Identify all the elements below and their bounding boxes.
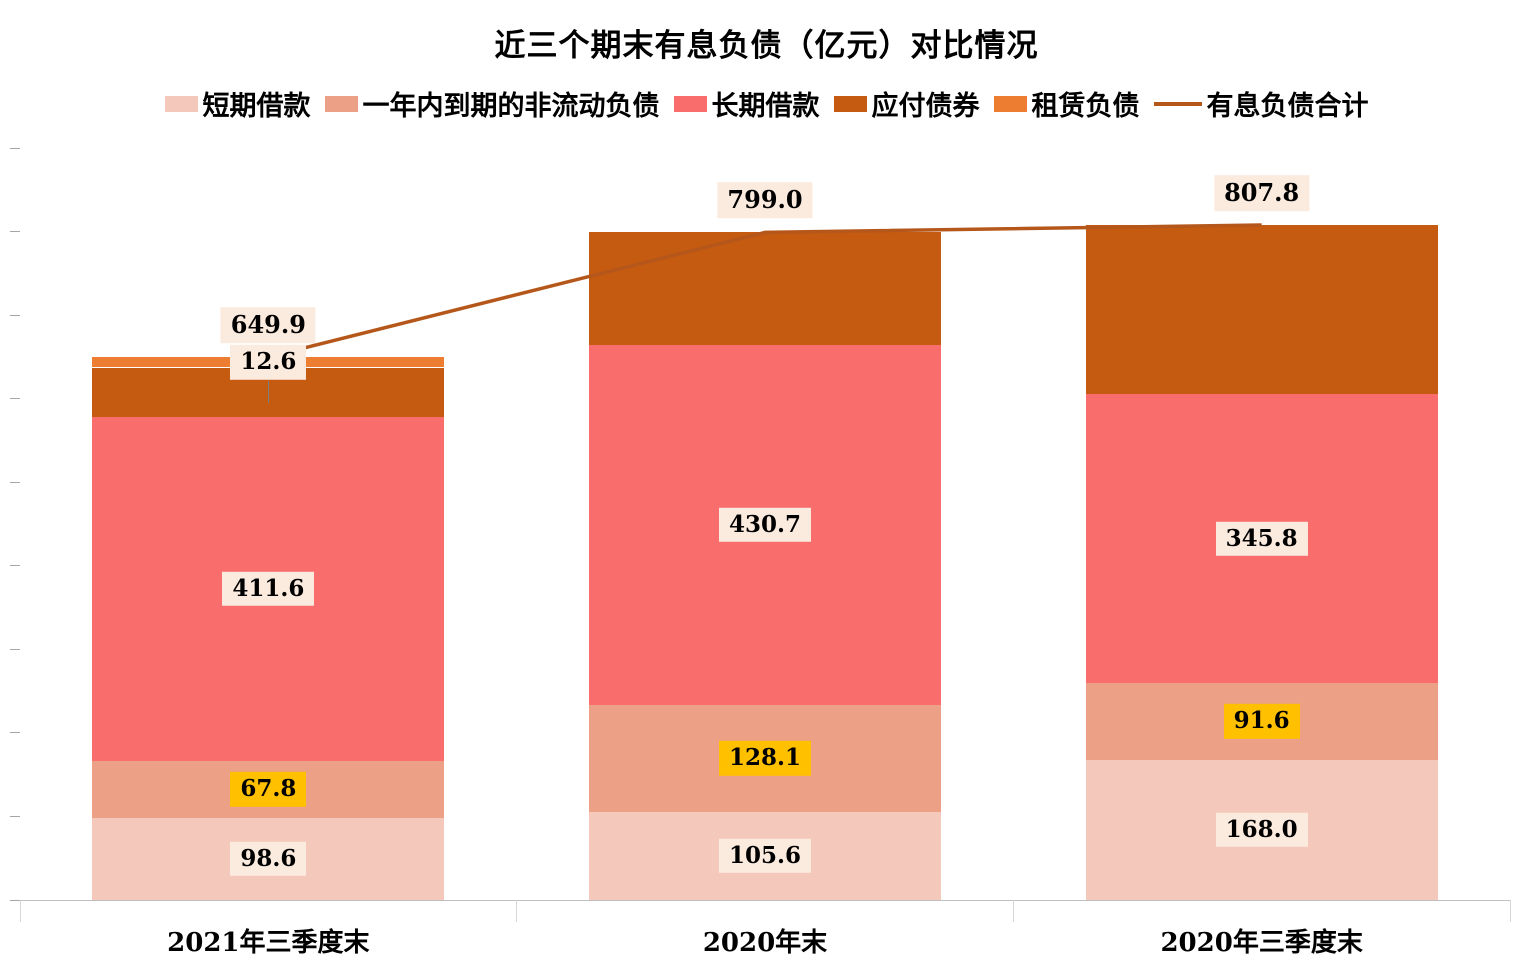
y-axis-tick [10, 398, 20, 400]
bar-segment [92, 760, 445, 818]
bar-segment [1085, 225, 1438, 395]
y-axis-tick [10, 732, 20, 734]
legend-label: 短期借款 [202, 91, 311, 122]
bar-segment [589, 811, 941, 900]
legend-item-4: 租赁负债 [993, 84, 1140, 123]
legend-item-1: 一年内到期的非流动负债 [324, 84, 660, 123]
y-axis-tick [10, 147, 20, 149]
bar-segment [92, 417, 445, 761]
legend: 短期借款 一年内到期的非流动负债 长期借款 应付债券 租赁负债 有息负债合计 [0, 84, 1533, 123]
label-leader-line [267, 380, 269, 403]
legend-swatch-icon [164, 95, 198, 112]
y-axis-tick [10, 899, 20, 901]
bar-segment [92, 356, 445, 368]
bar-segment [589, 232, 941, 345]
bar-segment [589, 344, 941, 705]
legend-label: 应付债券 [871, 91, 980, 122]
y-axis-tick [10, 314, 20, 316]
chart-title: 近三个期末有息负债（亿元）对比情况 [494, 28, 1039, 64]
legend-label: 租赁负债 [1031, 91, 1140, 122]
bar-segment [589, 704, 941, 812]
legend-swatch-icon [993, 95, 1027, 112]
y-axis-tick [10, 565, 20, 567]
bar-segment [1085, 394, 1438, 684]
x-axis-line [20, 900, 1510, 901]
x-axis-tick [19, 900, 21, 922]
legend-label: 有息负债合计 [1206, 91, 1369, 122]
legend-item-2: 长期借款 [673, 84, 820, 123]
x-axis-tick [1012, 900, 1014, 922]
bar-segment [1085, 683, 1438, 760]
legend-item-0: 短期借款 [164, 84, 311, 123]
bar-segment [1085, 759, 1438, 900]
y-axis-tick [10, 648, 20, 650]
y-axis-tick [10, 481, 20, 483]
x-axis-tick [1509, 900, 1511, 922]
legend-label: 长期借款 [711, 91, 820, 122]
bar-segment [92, 817, 445, 900]
legend-line-swatch-icon [1153, 101, 1202, 106]
legend-item-line: 有息负债合计 [1153, 84, 1369, 123]
legend-swatch-icon [833, 95, 867, 112]
x-axis-tick [516, 900, 518, 922]
legend-swatch-icon [673, 95, 707, 112]
y-axis-tick [10, 815, 20, 817]
y-axis-tick [10, 231, 20, 233]
legend-label: 一年内到期的非流动负债 [362, 91, 660, 122]
legend-swatch-icon [324, 95, 358, 112]
legend-item-3: 应付债券 [833, 84, 980, 123]
